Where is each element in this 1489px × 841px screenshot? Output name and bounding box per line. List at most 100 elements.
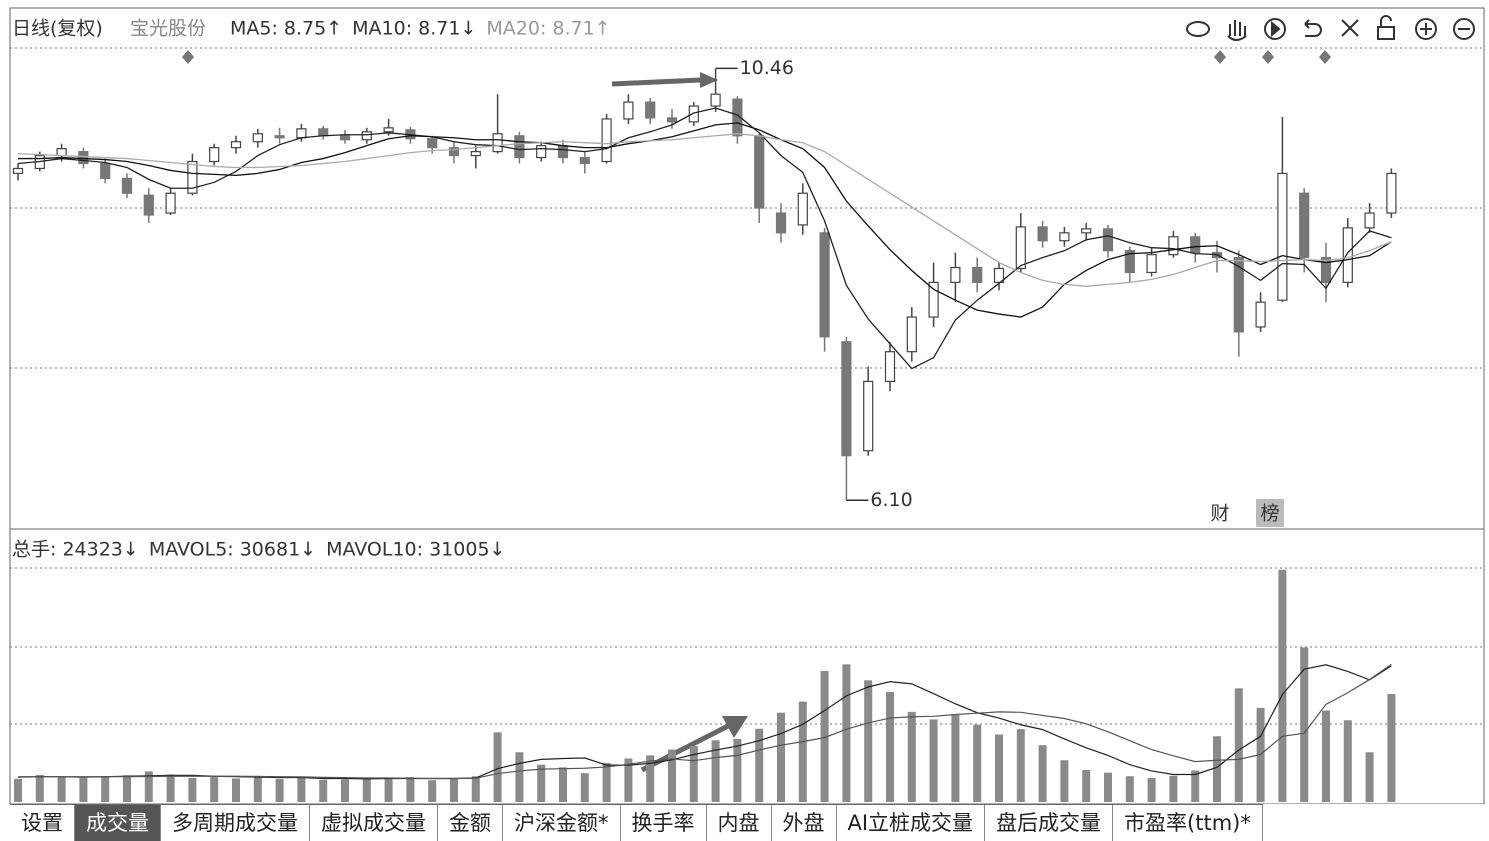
volume-bar	[450, 778, 458, 802]
legend-entry: MAVOL5: 30681↓	[149, 539, 316, 561]
volume-bar	[559, 767, 567, 802]
volume-bar	[1038, 745, 1047, 802]
candle-body	[972, 266, 983, 283]
play-icon[interactable]	[1264, 18, 1286, 40]
diamond[interactable]	[1319, 50, 1331, 64]
tab[interactable]: 市盈率(ttm)*	[1113, 805, 1263, 841]
candle-body	[121, 177, 133, 194]
candle-body	[579, 156, 590, 165]
event-markers	[182, 50, 1331, 64]
volume-bar	[1343, 720, 1352, 802]
zoom-in-icon[interactable]	[1415, 18, 1437, 40]
volume-bar	[777, 712, 785, 802]
undo-icon[interactable]	[1304, 19, 1322, 37]
lock-icon[interactable]	[1377, 26, 1395, 40]
marker-box	[1206, 500, 1234, 526]
volume-bar	[1125, 776, 1134, 802]
candle-body	[841, 341, 852, 457]
volume-bar	[733, 738, 742, 802]
scissors-icon[interactable]	[1341, 19, 1359, 37]
diamond[interactable]	[182, 50, 194, 64]
tab[interactable]: 设置	[10, 805, 75, 841]
tab[interactable]: 金额	[438, 805, 503, 841]
stock-name: 宝光股份	[130, 18, 206, 40]
candle-body	[1320, 257, 1332, 283]
candle-body	[56, 148, 67, 157]
tab[interactable]: 盘后成交量	[985, 805, 1114, 841]
candle-body	[78, 151, 89, 165]
lock-shackle	[1380, 15, 1392, 27]
tab[interactable]: 内盘	[707, 805, 772, 841]
volume-bar	[1278, 569, 1287, 802]
candle-body	[492, 133, 503, 153]
candle-body	[906, 316, 917, 353]
volume-bar	[820, 671, 829, 802]
volume-bar	[253, 775, 262, 802]
candle-body	[1364, 212, 1375, 229]
candle-body	[1059, 232, 1070, 242]
volume-bar	[35, 774, 44, 802]
volume-bar	[624, 758, 633, 802]
tab[interactable]: 沪深金额*	[503, 805, 621, 841]
candle-body	[1342, 227, 1353, 283]
volume-bar	[493, 732, 502, 802]
volume-bar	[755, 728, 764, 802]
candle-body	[1255, 301, 1266, 328]
tab[interactable]: 多周期成交量	[161, 805, 310, 841]
eye-icon[interactable]	[1186, 21, 1210, 37]
volume-bar	[1234, 688, 1243, 802]
zoom-out-icon[interactable]	[1453, 18, 1475, 40]
volume-bar	[341, 779, 349, 802]
legend-entry: MAVOL10: 31005↓	[326, 539, 505, 561]
candle-body	[797, 192, 808, 226]
tab[interactable]: 换手率	[621, 805, 707, 841]
toolbar	[1186, 15, 1475, 41]
candle-body	[710, 93, 721, 107]
volume-bar	[995, 734, 1003, 802]
volume-bar	[1191, 770, 1200, 802]
candle-body	[12, 167, 24, 175]
chart-title: 日线(复权)	[12, 18, 103, 40]
volume-bar	[580, 773, 589, 802]
volume-bar	[929, 719, 938, 802]
candle-body	[775, 212, 787, 234]
candle-body	[383, 127, 394, 133]
volume-bar	[537, 764, 546, 802]
candle-body	[884, 351, 896, 383]
candle-body	[143, 194, 154, 216]
candle-body	[1233, 257, 1244, 333]
arrow-annotation	[611, 77, 701, 87]
list-marker[interactable]: 榜	[1260, 503, 1279, 525]
diamond[interactable]	[1262, 50, 1274, 64]
candle-body	[993, 267, 1005, 283]
chart: 日线(复权) 宝光股份 财 榜 MA5: 8.75↑ MA10: 8.71↓ MA2…	[9, 7, 1485, 804]
diamond[interactable]	[1214, 50, 1226, 64]
candle-body	[1081, 228, 1092, 234]
candle-body	[1037, 226, 1048, 242]
volume-bar	[973, 724, 982, 802]
candle-body	[645, 101, 656, 119]
tab[interactable]: 成交量	[75, 805, 161, 841]
tab[interactable]: AI立桩成交量	[837, 805, 986, 841]
volume-bar	[646, 755, 655, 802]
finance-marker[interactable]: 财	[1210, 503, 1229, 525]
volume-bar	[864, 680, 873, 802]
candle-body	[732, 98, 743, 137]
volume-bar	[1365, 752, 1374, 802]
volume-bar	[123, 775, 131, 802]
volume-bar	[232, 778, 240, 802]
hand-icon[interactable]	[1227, 20, 1247, 41]
volume-bar	[362, 778, 371, 802]
candle-body	[1386, 172, 1397, 214]
volume-bar	[297, 777, 306, 802]
annotation-label: 10.46	[740, 57, 794, 79]
candle-body	[361, 131, 372, 141]
volume-bar	[1060, 760, 1069, 802]
tab[interactable]: 外盘	[772, 805, 837, 841]
candle-body	[448, 147, 460, 157]
volume-bar	[1169, 775, 1178, 802]
candle-body	[1190, 236, 1201, 254]
volume-bar	[842, 664, 851, 802]
tab[interactable]: 虚拟成交量	[310, 805, 438, 841]
